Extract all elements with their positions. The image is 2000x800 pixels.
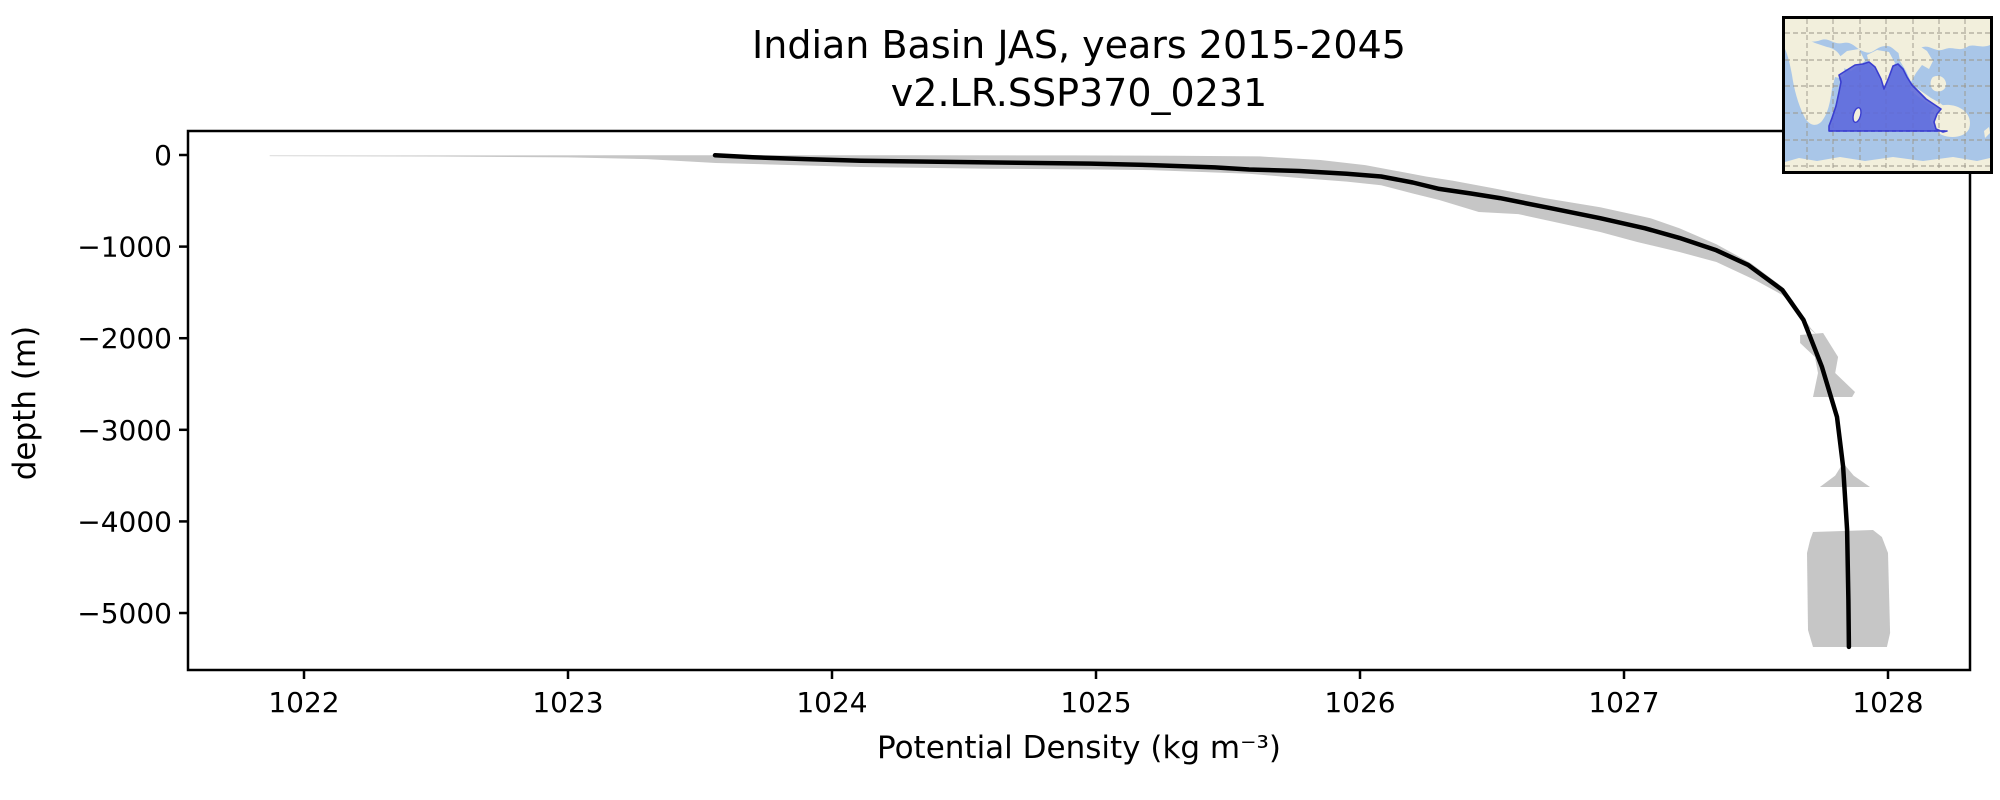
y-tick-label: −5000 xyxy=(77,597,172,630)
y-tick-label: 0 xyxy=(154,139,172,172)
envelope-band xyxy=(269,155,1817,335)
inset-map-svg xyxy=(1785,19,1990,171)
x-axis-label: Potential Density (kg m⁻³) xyxy=(876,730,1282,766)
land-africa xyxy=(1785,39,1845,125)
land-borneo xyxy=(1930,75,1947,92)
axes-frame xyxy=(186,129,1972,672)
inset-map xyxy=(1782,16,1993,174)
x-tick-label: 1026 xyxy=(1324,686,1395,719)
land-southeast-asia xyxy=(1897,43,1933,82)
x-tick-label: 1024 xyxy=(796,686,867,719)
chart-title-line2: v2.LR.SSP370_0231 xyxy=(890,71,1268,115)
y-axis-label: depth (m) xyxy=(7,325,43,481)
land-japan xyxy=(1961,33,1972,42)
y-tick-label: −2000 xyxy=(77,322,172,355)
profile-line xyxy=(712,153,1852,650)
y-tick-label: −3000 xyxy=(77,414,172,447)
x-tick-label: 1023 xyxy=(532,686,603,719)
x-tick-label: 1027 xyxy=(1588,686,1659,719)
x-tick-label: 1025 xyxy=(1060,686,1131,719)
y-tick-label: −1000 xyxy=(77,231,172,264)
chart-title-line1: Indian Basin JAS, years 2015-2045 xyxy=(752,23,1406,67)
y-tick-label: −4000 xyxy=(77,505,172,538)
land-new-zealand xyxy=(1984,127,1990,138)
land-madagascar-overlay xyxy=(1852,106,1862,124)
x-tick-label: 1022 xyxy=(268,686,339,719)
x-tick-label: 1028 xyxy=(1852,686,1923,719)
